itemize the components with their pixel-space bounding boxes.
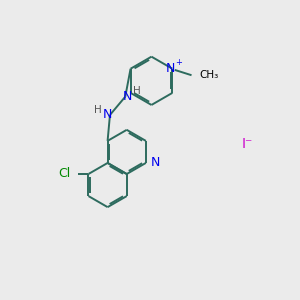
Text: +: + — [176, 58, 182, 67]
Text: I⁻: I⁻ — [242, 137, 253, 151]
Text: H: H — [94, 105, 101, 115]
Text: N: N — [103, 108, 112, 121]
Text: CH₃: CH₃ — [200, 70, 219, 80]
Text: N: N — [151, 157, 160, 169]
Text: Cl: Cl — [58, 167, 71, 181]
Text: H: H — [133, 86, 141, 96]
Text: N: N — [123, 90, 132, 103]
Text: N: N — [166, 62, 175, 75]
